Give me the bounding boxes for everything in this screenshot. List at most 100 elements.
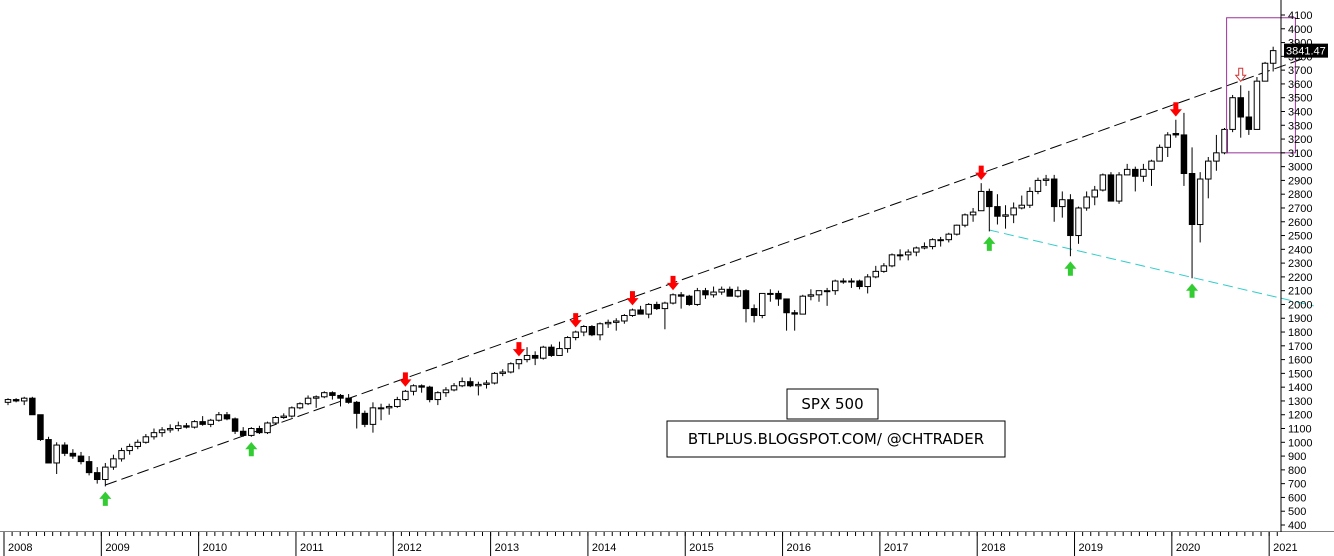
candle-body (410, 385, 417, 392)
candle (1010, 202, 1017, 224)
down-arrow-icon (512, 342, 525, 357)
candle (29, 396, 36, 416)
x-tick-label: 2015 (689, 542, 713, 554)
candle (499, 369, 506, 377)
candle-body (799, 295, 807, 315)
y-tick-label: 4000 (1288, 24, 1312, 36)
candle-body (986, 190, 993, 208)
y-tick-label: 2600 (1288, 217, 1312, 229)
x-axis-band (0, 532, 1334, 556)
candle-body (426, 386, 433, 401)
x-tick-label: 2021 (1273, 542, 1297, 554)
candle (1196, 172, 1204, 243)
down-arrow-icon (569, 313, 582, 328)
candle (531, 351, 539, 366)
candle (426, 385, 433, 403)
candle (718, 286, 725, 295)
candle-body (475, 383, 482, 387)
candle (12, 398, 20, 403)
candle (256, 425, 263, 435)
candle (337, 394, 344, 407)
candle (1091, 185, 1098, 206)
candle-body (1164, 134, 1171, 148)
candle-body (93, 472, 101, 481)
last-price-value: 3841.47 (1286, 46, 1326, 58)
candle-body (1253, 80, 1261, 130)
down-arrow-icon (626, 291, 639, 306)
candle (1123, 163, 1131, 176)
highlight-box-group (1226, 17, 1296, 154)
candle (20, 396, 28, 406)
candle (345, 394, 352, 404)
candle-body (613, 320, 620, 323)
y-tick-label: 3000 (1288, 162, 1312, 174)
candle-body (467, 381, 474, 387)
candle (994, 194, 1001, 225)
candle (904, 249, 912, 261)
candle (791, 309, 798, 331)
candle (377, 403, 385, 421)
candle-body (158, 429, 166, 434)
candle-body (937, 239, 944, 242)
candle-body (580, 326, 588, 333)
candle (767, 289, 774, 302)
candle (1075, 206, 1082, 244)
y-tick-label: 500 (1288, 506, 1306, 518)
candle-body (256, 428, 263, 434)
candle (410, 384, 417, 396)
candle-body (1237, 97, 1244, 118)
candle-body (669, 294, 677, 304)
candle-body (239, 430, 247, 436)
candle (1269, 46, 1277, 72)
candle-body (531, 354, 539, 359)
candle-body (304, 397, 312, 405)
candle-body (507, 363, 515, 373)
candle (726, 286, 734, 297)
candle-body (434, 392, 442, 401)
candle-body (831, 280, 839, 292)
y-tick-label: 2400 (1288, 244, 1312, 256)
candle (588, 325, 596, 337)
candle (1002, 205, 1009, 229)
candle-body (548, 346, 555, 356)
candle-body (150, 432, 158, 438)
y-tick-label: 1700 (1288, 341, 1312, 353)
chart-title-box: SPX 500 (786, 388, 879, 420)
x-tick-label: 2013 (495, 542, 519, 554)
candle (856, 279, 863, 290)
candle-body (207, 419, 214, 425)
candle (694, 287, 701, 306)
candle (231, 417, 239, 435)
candle-body (1010, 207, 1017, 216)
y-tick-label: 2300 (1288, 258, 1312, 270)
candle (742, 289, 750, 323)
candle-body (775, 292, 782, 300)
x-tick-label: 2012 (397, 542, 421, 554)
candle-body (637, 309, 644, 315)
candle (977, 183, 985, 212)
candle (888, 253, 896, 268)
candle (913, 246, 920, 257)
candle (77, 451, 85, 465)
resistance-trend-line (105, 57, 1306, 486)
candle-body (1002, 214, 1009, 217)
source-label-box: BTLPLUS.BLOGSPOT.COM/ @CHTRADER (666, 420, 1006, 458)
candle-body (312, 396, 320, 399)
candle-body (815, 290, 823, 296)
y-tick-label: 2900 (1288, 175, 1312, 187)
y-tick-label: 1200 (1288, 410, 1312, 422)
candle (629, 308, 636, 317)
candle-body (53, 444, 60, 464)
candle-body (710, 291, 717, 296)
candle-body (296, 403, 304, 409)
candle (653, 301, 661, 310)
x-tick-label: 2010 (203, 542, 227, 554)
candle (458, 377, 466, 388)
candle (402, 389, 409, 401)
candle-body (166, 428, 174, 431)
candle (1042, 174, 1050, 186)
candle (645, 303, 652, 319)
candle-body (345, 397, 352, 403)
candle (840, 278, 847, 284)
